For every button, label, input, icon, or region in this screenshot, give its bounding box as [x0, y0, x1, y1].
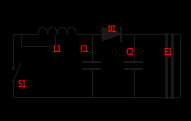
Text: L1: L1 [53, 45, 62, 53]
Text: D1: D1 [108, 25, 117, 34]
Text: E1: E1 [163, 48, 172, 57]
Text: C1: C1 [79, 45, 88, 53]
Polygon shape [102, 27, 121, 41]
Text: C2: C2 [125, 48, 134, 57]
Text: S1: S1 [17, 80, 26, 89]
